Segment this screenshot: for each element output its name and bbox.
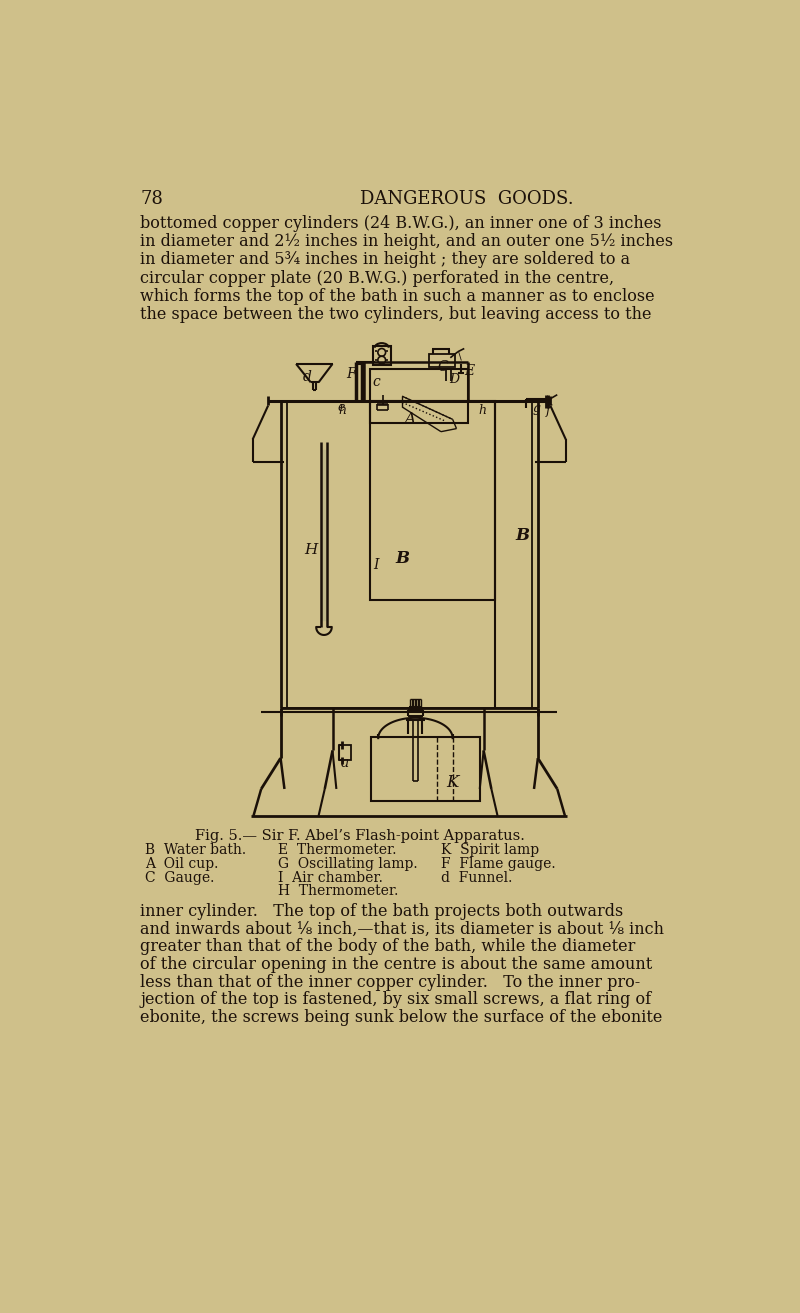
Text: which forms the top of the bath in such a manner as to enclose: which forms the top of the bath in such … <box>140 288 655 305</box>
Text: \: \ <box>458 351 462 360</box>
Text: greater than that of the body of the bath, while the diameter: greater than that of the body of the bat… <box>140 939 636 956</box>
Bar <box>373 347 390 365</box>
Text: d  Funnel.: d Funnel. <box>441 871 512 885</box>
Text: circular copper plate (20 B.W.G.) perforated in the centre,: circular copper plate (20 B.W.G.) perfor… <box>140 269 614 286</box>
Text: E  Thermometer.: E Thermometer. <box>278 843 397 857</box>
Bar <box>370 400 495 600</box>
Text: a: a <box>341 756 349 769</box>
Text: C  Gauge.: C Gauge. <box>145 871 214 885</box>
Text: D: D <box>449 373 458 386</box>
Text: h: h <box>338 404 346 418</box>
Text: I  Air chamber.: I Air chamber. <box>278 871 383 885</box>
Text: I: I <box>373 558 378 572</box>
Text: DANGEROUS  GOODS.: DANGEROUS GOODS. <box>360 190 574 207</box>
Bar <box>338 744 351 760</box>
Text: K  Spirit lamp: K Spirit lamp <box>441 843 539 857</box>
Text: bottomed copper cylinders (24 B.W.G.), an inner one of 3 inches: bottomed copper cylinders (24 B.W.G.), a… <box>140 215 662 232</box>
Text: K: K <box>446 773 459 790</box>
Bar <box>370 369 468 423</box>
Text: G  Oscillating lamp.: G Oscillating lamp. <box>278 856 418 871</box>
Text: B: B <box>395 550 410 567</box>
Text: H  Thermometer.: H Thermometer. <box>278 885 398 898</box>
Text: the space between the two cylinders, but leaving access to the: the space between the two cylinders, but… <box>140 306 652 323</box>
Text: ebonite, the screws being sunk below the surface of the ebonite: ebonite, the screws being sunk below the… <box>140 1010 662 1027</box>
Text: h: h <box>478 404 486 418</box>
Bar <box>371 738 480 801</box>
Text: H: H <box>304 542 317 557</box>
Text: inner cylinder.   The top of the bath projects both outwards: inner cylinder. The top of the bath proj… <box>140 903 623 920</box>
Text: e: e <box>338 400 346 414</box>
Text: 78: 78 <box>140 190 163 207</box>
Text: B: B <box>515 527 530 544</box>
Text: A: A <box>405 412 415 425</box>
Text: d: d <box>303 370 312 385</box>
Text: Fig. 5.— Sir F. Abel’s Flash-point Apparatus.: Fig. 5.— Sir F. Abel’s Flash-point Appar… <box>194 829 525 843</box>
Text: in diameter and 2½ inches in height, and an outer one 5½ inches: in diameter and 2½ inches in height, and… <box>140 234 674 251</box>
Text: in diameter and 5¾ inches in height ; they are soldered to a: in diameter and 5¾ inches in height ; th… <box>140 252 630 268</box>
Text: A  Oil cup.: A Oil cup. <box>145 856 218 871</box>
Text: and inwards about ⅛ inch,—that is, its diameter is about ⅛ inch: and inwards about ⅛ inch,—that is, its d… <box>140 920 664 937</box>
Text: f: f <box>546 404 550 418</box>
Text: F  Flame gauge.: F Flame gauge. <box>441 856 556 871</box>
Text: jection of the top is fastened, by six small screws, a flat ring of: jection of the top is fastened, by six s… <box>140 991 651 1008</box>
Bar <box>430 355 455 368</box>
Text: c: c <box>373 374 381 389</box>
Text: F: F <box>346 368 356 381</box>
Text: less than that of the inner copper cylinder.   To the inner pro-: less than that of the inner copper cylin… <box>140 974 641 991</box>
Text: B  Water bath.: B Water bath. <box>145 843 246 857</box>
Text: C: C <box>437 360 448 374</box>
Text: of the circular opening in the centre is about the same amount: of the circular opening in the centre is… <box>140 956 653 973</box>
Text: E: E <box>464 364 474 378</box>
Text: g: g <box>533 402 541 415</box>
